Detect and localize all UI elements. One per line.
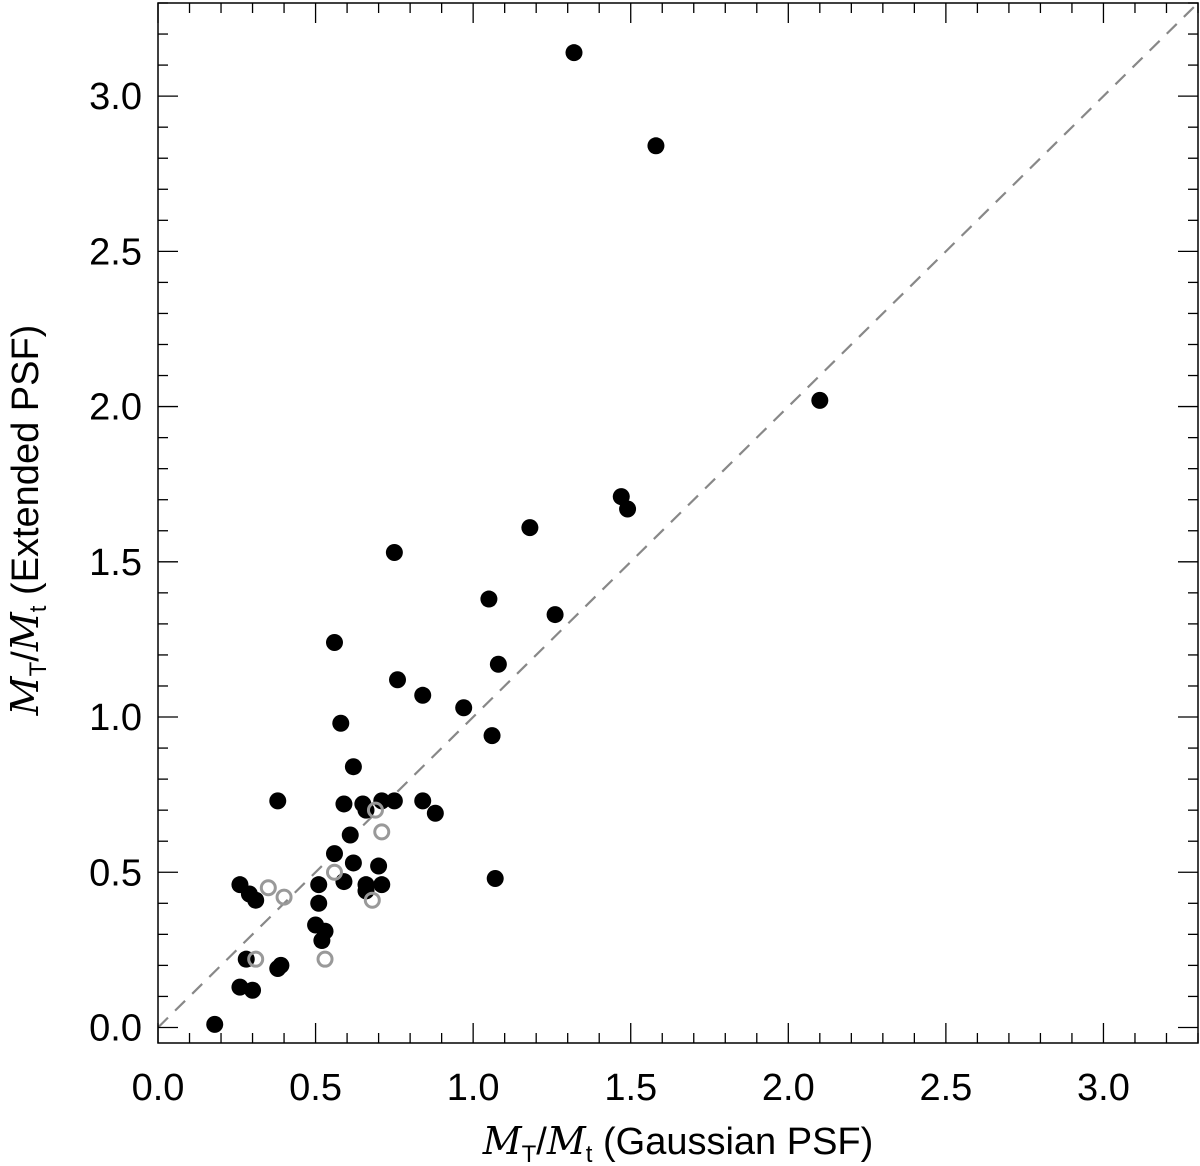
data-point-filled xyxy=(389,671,407,689)
x-tick-label: 0.5 xyxy=(289,1067,342,1109)
data-point-filled xyxy=(483,727,501,745)
data-point-filled xyxy=(619,500,637,518)
data-point-filled xyxy=(385,543,403,561)
data-point-open xyxy=(275,888,293,906)
data-point-filled xyxy=(373,876,391,894)
data-point-filled xyxy=(269,792,287,810)
y-tick-label: 0.5 xyxy=(89,852,142,894)
data-point-filled xyxy=(244,981,262,999)
points-layer xyxy=(206,44,829,1033)
data-point-open xyxy=(247,950,265,968)
data-point-filled xyxy=(335,873,353,891)
data-point-filled xyxy=(373,792,391,810)
plot-frame xyxy=(157,2,1199,1044)
data-point-filled xyxy=(344,758,362,776)
data-point-open xyxy=(366,801,384,819)
data-point-open xyxy=(259,879,277,897)
x-tick-label: 1.0 xyxy=(447,1067,500,1109)
data-point-filled xyxy=(486,869,504,887)
data-point-filled xyxy=(310,876,328,894)
y-tick-label: 2.5 xyxy=(89,231,142,273)
data-point-filled xyxy=(310,894,328,912)
data-point-filled xyxy=(521,519,539,537)
y-axis-label: MT/Mt (Extended PSF) xyxy=(3,325,52,717)
y-axis-label-sub1: T xyxy=(25,661,52,676)
data-point-filled xyxy=(325,845,343,863)
x-tick-label: 3.0 xyxy=(1077,1067,1130,1109)
data-point-filled xyxy=(455,699,473,717)
x-tick-label: 2.0 xyxy=(762,1067,815,1109)
y-tick-label: 2.0 xyxy=(89,387,142,429)
data-point-filled xyxy=(341,826,359,844)
y-axis-label-symbol1: M xyxy=(3,675,47,716)
y-axis-label-symbol2: M xyxy=(3,611,47,652)
data-point-open xyxy=(373,823,391,841)
data-point-open xyxy=(325,863,343,881)
data-point-filled xyxy=(647,137,665,155)
ticks-layer xyxy=(157,2,1199,1043)
data-point-filled xyxy=(385,792,403,810)
data-point-filled xyxy=(489,655,507,673)
y-axis-label-sub2: t xyxy=(25,605,52,612)
data-point-filled xyxy=(313,932,331,950)
reference-line-layer xyxy=(157,2,1199,1029)
y-axis-label-slash: / xyxy=(5,651,47,662)
x-tick-label: 0.0 xyxy=(132,1067,185,1109)
x-tick-label: 1.5 xyxy=(604,1067,657,1109)
x-axis-label-symbol1: M xyxy=(482,1119,523,1163)
data-point-filled xyxy=(414,792,432,810)
data-point-filled xyxy=(565,44,583,62)
reference-line-y-equals-x xyxy=(157,2,1199,1029)
x-tick-label: 2.5 xyxy=(919,1067,972,1109)
x-axis-label-sub1: T xyxy=(522,1141,537,1166)
data-point-filled xyxy=(206,1015,224,1033)
data-point-filled xyxy=(332,714,350,732)
y-tick-label: 3.0 xyxy=(89,76,142,118)
y-tick-label: 0.0 xyxy=(89,1007,142,1049)
y-axis-label-text: (Extended PSF) xyxy=(5,325,47,606)
y-tick-label: 1.5 xyxy=(89,542,142,584)
x-axis-label-slash: / xyxy=(536,1121,547,1163)
data-point-filled xyxy=(546,606,564,624)
data-point-filled xyxy=(357,882,375,900)
data-point-filled xyxy=(325,634,343,652)
data-point-filled xyxy=(344,854,362,872)
data-point-filled xyxy=(414,686,432,704)
x-axis-label-text: (Gaussian PSF) xyxy=(592,1121,873,1163)
data-point-open xyxy=(316,950,334,968)
x-axis-label-sub2: t xyxy=(586,1141,593,1166)
data-point-filled xyxy=(269,959,287,977)
tick-labels-layer: 0.0 0.5 1.0 1.5 2.0 2.5 3.0 0.0 0.5 1.0 1.5 2.0 2.5 3… xyxy=(89,76,1130,1109)
data-point-filled xyxy=(480,590,498,608)
data-point-filled xyxy=(811,391,829,409)
data-point-filled xyxy=(426,804,444,822)
data-point-open xyxy=(363,891,381,909)
data-point-filled xyxy=(335,795,353,813)
y-tick-label: 1.0 xyxy=(89,697,142,739)
x-axis-label-symbol2: M xyxy=(546,1119,587,1163)
x-axis-label: MT/Mt (Gaussian PSF) xyxy=(482,1119,874,1166)
data-point-filled xyxy=(370,857,388,875)
data-point-filled xyxy=(247,891,265,909)
